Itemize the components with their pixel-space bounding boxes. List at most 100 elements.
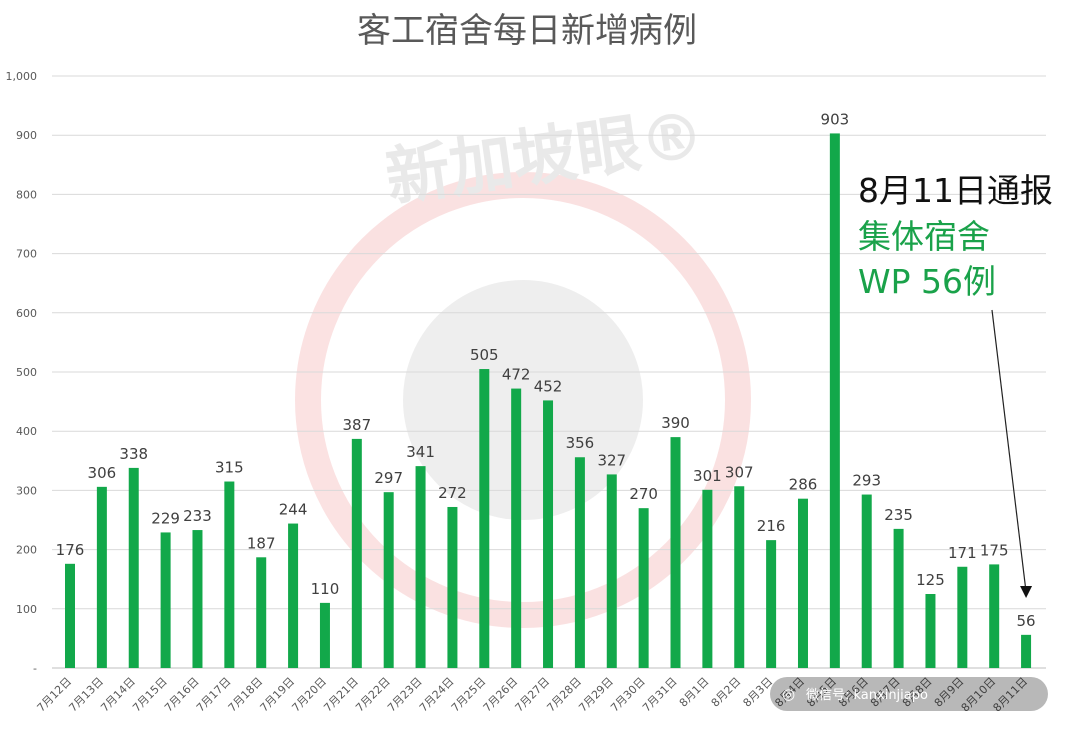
annotation-line3: WP 56例 [858,262,996,301]
data-label: 171 [948,544,977,562]
y-tick-label: 200 [16,544,37,557]
data-label: 356 [566,434,595,452]
bar [160,532,171,668]
x-tick-label: 7月15日 [130,675,170,715]
x-tick-label: 7月22日 [353,675,393,715]
data-label: 235 [884,506,913,524]
data-label: 315 [215,459,244,477]
y-tick-label: - [33,662,37,675]
data-label: 229 [151,509,180,527]
annotation-arrowhead [1020,586,1033,598]
bar [447,506,458,668]
x-tick-label: 7月27日 [513,675,553,715]
x-tick-label: 7月17日 [194,675,234,715]
y-tick-label: 300 [16,484,37,497]
x-tick-label: 8月1日 [677,675,712,710]
annotation-arrow [991,309,1027,593]
y-tick-label: 900 [16,129,37,142]
bar [989,564,1000,668]
gridlines [52,75,1046,669]
x-tick-label: 7月14日 [98,675,138,715]
bar [128,467,139,668]
y-tick-label: 400 [16,425,37,438]
x-tick-label: 7月13日 [66,675,106,715]
data-label: 293 [852,472,881,490]
bar [638,508,649,668]
data-label: 176 [56,541,85,559]
data-label: 187 [247,534,276,552]
x-tick-label: 7月25日 [449,675,489,715]
data-label: 387 [342,416,371,434]
annotation-line1: 8月11日通报 [858,171,1053,210]
wechat-id: 微信号: kanxinjiapo [806,688,928,703]
bar [925,594,936,668]
data-label: 306 [88,464,117,482]
data-label: 307 [725,463,754,481]
bar [670,437,681,668]
bar [766,540,777,668]
wechat-icon: ◎ [782,685,795,703]
bar [383,492,394,668]
data-label: 341 [406,443,435,461]
data-label: 286 [789,476,818,494]
bar [192,530,203,668]
x-tick-label: 8月2日 [709,675,744,710]
data-label: 216 [757,517,786,535]
bar [256,557,267,668]
wechat-watermark: ◎ 微信号: kanxinjiapo [770,677,1048,711]
data-label: 452 [534,377,563,395]
bar [734,486,745,668]
bar [543,400,554,668]
x-tick-label: 7月19日 [258,675,298,715]
y-axis: - 100 200 300 400 500 600 700 800 900 1,000 [6,70,38,675]
y-tick-label: 100 [16,603,37,616]
bar [797,498,808,668]
x-tick-label: 7月20日 [289,675,329,715]
x-tick-label: 7月21日 [321,675,361,715]
bar [288,523,299,668]
bar [65,563,75,668]
data-label: 270 [629,485,658,503]
x-tick-label: 7月26日 [481,675,521,715]
data-label: 338 [119,445,148,463]
x-tick-label: 7月30日 [608,675,648,715]
bar [96,486,107,668]
bar [224,481,235,668]
data-label: 272 [438,484,467,502]
data-label: 472 [502,366,531,384]
annotation-line2: 集体宿舍 [858,217,990,256]
x-tick-label: 7月12日 [35,675,75,715]
y-tick-label: 1,000 [6,70,38,83]
data-label: 390 [661,414,690,432]
y-tick-label: 500 [16,366,37,379]
x-tick-label: 7月23日 [385,675,425,715]
x-tick-label: 7月16日 [162,675,202,715]
x-tick-label: 8月3日 [741,675,776,710]
data-label: 297 [374,469,403,487]
data-label: 244 [279,501,308,519]
data-label: 903 [821,110,850,128]
bar [319,602,330,668]
y-tick-label: 800 [16,188,37,201]
annotation: 8月11日通报 集体宿舍 WP 56例 [858,171,1053,598]
bar [861,494,872,668]
bar [829,133,840,668]
data-label: 327 [597,451,626,469]
bar [957,566,968,668]
x-tick-label: 7月18日 [226,675,266,715]
chart-title: 客工宿舍每日新增病例 [357,11,697,51]
bar [415,466,426,668]
bar [606,474,617,668]
data-label: 301 [693,467,722,485]
x-tick-label: 7月31日 [640,675,680,715]
data-label: 505 [470,346,499,364]
data-label: 110 [311,580,340,598]
bar [702,489,713,668]
bar [574,457,585,668]
y-tick-label: 700 [16,248,37,261]
bar [893,528,904,668]
data-label: 125 [916,571,945,589]
data-label: 233 [183,507,212,525]
